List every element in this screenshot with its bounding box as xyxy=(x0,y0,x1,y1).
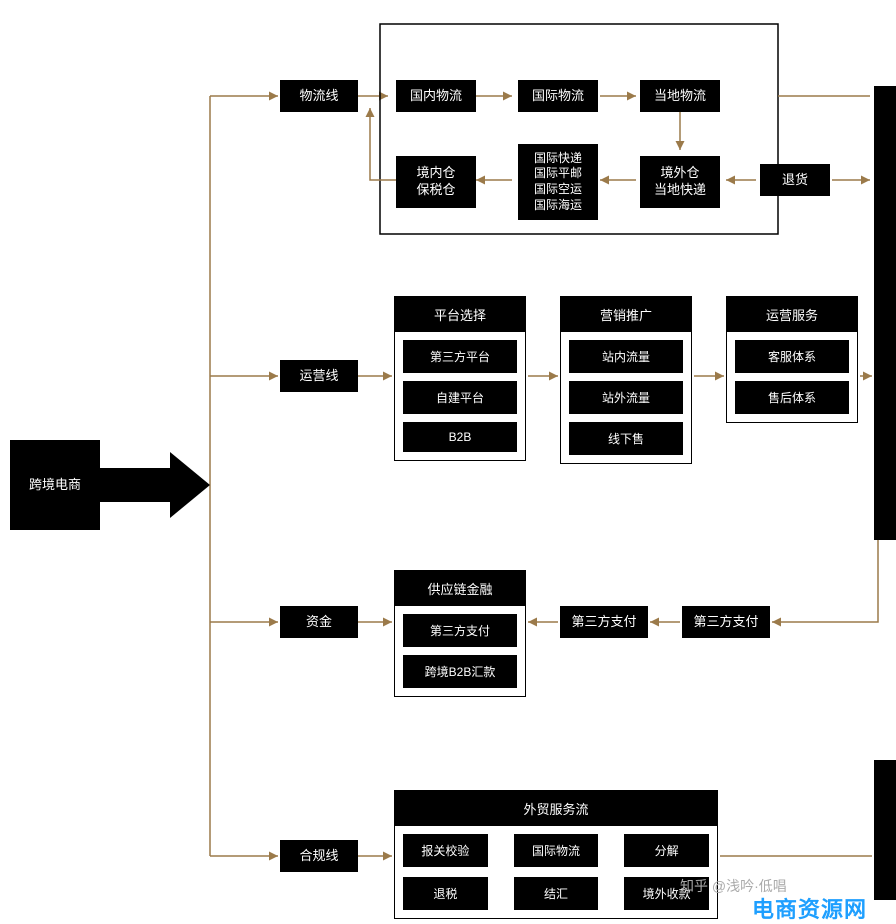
watermark-site: 电商资源网 xyxy=(752,892,867,924)
compliance-panel-title: 外贸服务流 xyxy=(395,791,717,826)
funds-panel: 供应链金融 第三方支付 跨境B2B汇款 xyxy=(394,570,526,697)
log-r1-a-label: 国内物流 xyxy=(410,88,462,105)
compliance-panel: 外贸服务流 报关校验 国际物流 分解 退税 结汇 境外收款 xyxy=(394,790,718,919)
funds-node-b: 第三方支付 xyxy=(682,606,770,638)
log-r1-b-label: 国际物流 xyxy=(532,88,584,105)
comp-r1-0: 报关校验 xyxy=(403,834,488,867)
log-r1-b: 国际物流 xyxy=(518,80,598,112)
funds-panel-title: 供应链金融 xyxy=(395,571,525,606)
ops-panel-2: 营销推广 站内流量 站外流量 线下售 xyxy=(560,296,692,464)
ops-panel-1-title: 平台选择 xyxy=(395,297,525,332)
comp-r2-1: 结汇 xyxy=(514,877,599,910)
comp-r1-2: 分解 xyxy=(624,834,709,867)
branch-operations-label: 运营线 xyxy=(299,368,338,385)
log-r2-c: 境外仓 当地快递 xyxy=(640,156,720,208)
ops-panel-1: 平台选择 第三方平台 自建平台 B2B xyxy=(394,296,526,461)
ops-panel-3-title: 运营服务 xyxy=(727,297,857,332)
funds-node-b-label: 第三方支付 xyxy=(693,614,758,631)
big-arrow-head xyxy=(170,452,210,518)
ops-p1-item-2: B2B xyxy=(403,422,517,452)
log-r2-d-label: 退货 xyxy=(782,172,808,189)
log-r1-c-label: 当地物流 xyxy=(654,88,706,105)
branch-logistics-label: 物流线 xyxy=(299,88,338,105)
root-label: 跨境电商 xyxy=(29,477,81,494)
log-r2-b-label: 国际快递 国际平邮 国际空运 国际海运 xyxy=(534,151,582,213)
funds-node-a: 第三方支付 xyxy=(560,606,648,638)
log-r1-c: 当地物流 xyxy=(640,80,720,112)
ops-p3-item-1: 售后体系 xyxy=(735,381,849,414)
log-r2-d: 退货 xyxy=(760,164,830,196)
comp-r1-1: 国际物流 xyxy=(514,834,599,867)
ops-p3-item-0: 客服体系 xyxy=(735,340,849,373)
log-r2-c-label: 境外仓 当地快递 xyxy=(654,165,706,199)
log-r1-a: 国内物流 xyxy=(396,80,476,112)
funds-item-1: 跨境B2B汇款 xyxy=(403,655,517,688)
funds-item-0: 第三方支付 xyxy=(403,614,517,647)
log-r2-a-label: 境内仓 保税仓 xyxy=(416,165,455,199)
branch-operations: 运营线 xyxy=(280,360,358,392)
funds-node-a-label: 第三方支付 xyxy=(571,614,636,631)
ops-panel-2-title: 营销推广 xyxy=(561,297,691,332)
log-r2-a: 境内仓 保税仓 xyxy=(396,156,476,208)
ops-p1-item-0: 第三方平台 xyxy=(403,340,517,373)
right-bar-upper xyxy=(874,86,896,540)
ops-p1-item-1: 自建平台 xyxy=(403,381,517,414)
ops-p2-item-2: 线下售 xyxy=(569,422,683,455)
big-arrow xyxy=(100,468,170,502)
branch-funds-label: 资金 xyxy=(306,614,332,631)
branch-compliance-label: 合规线 xyxy=(299,848,338,865)
branch-compliance: 合规线 xyxy=(280,840,358,872)
branch-funds: 资金 xyxy=(280,606,358,638)
ops-p2-item-0: 站内流量 xyxy=(569,340,683,373)
ops-panel-3: 运营服务 客服体系 售后体系 xyxy=(726,296,858,423)
comp-r2-0: 退税 xyxy=(403,877,488,910)
right-bar-lower xyxy=(874,760,896,900)
log-r2-b: 国际快递 国际平邮 国际空运 国际海运 xyxy=(518,144,598,220)
branch-logistics: 物流线 xyxy=(280,80,358,112)
root-node: 跨境电商 xyxy=(10,440,100,530)
ops-p2-item-1: 站外流量 xyxy=(569,381,683,414)
